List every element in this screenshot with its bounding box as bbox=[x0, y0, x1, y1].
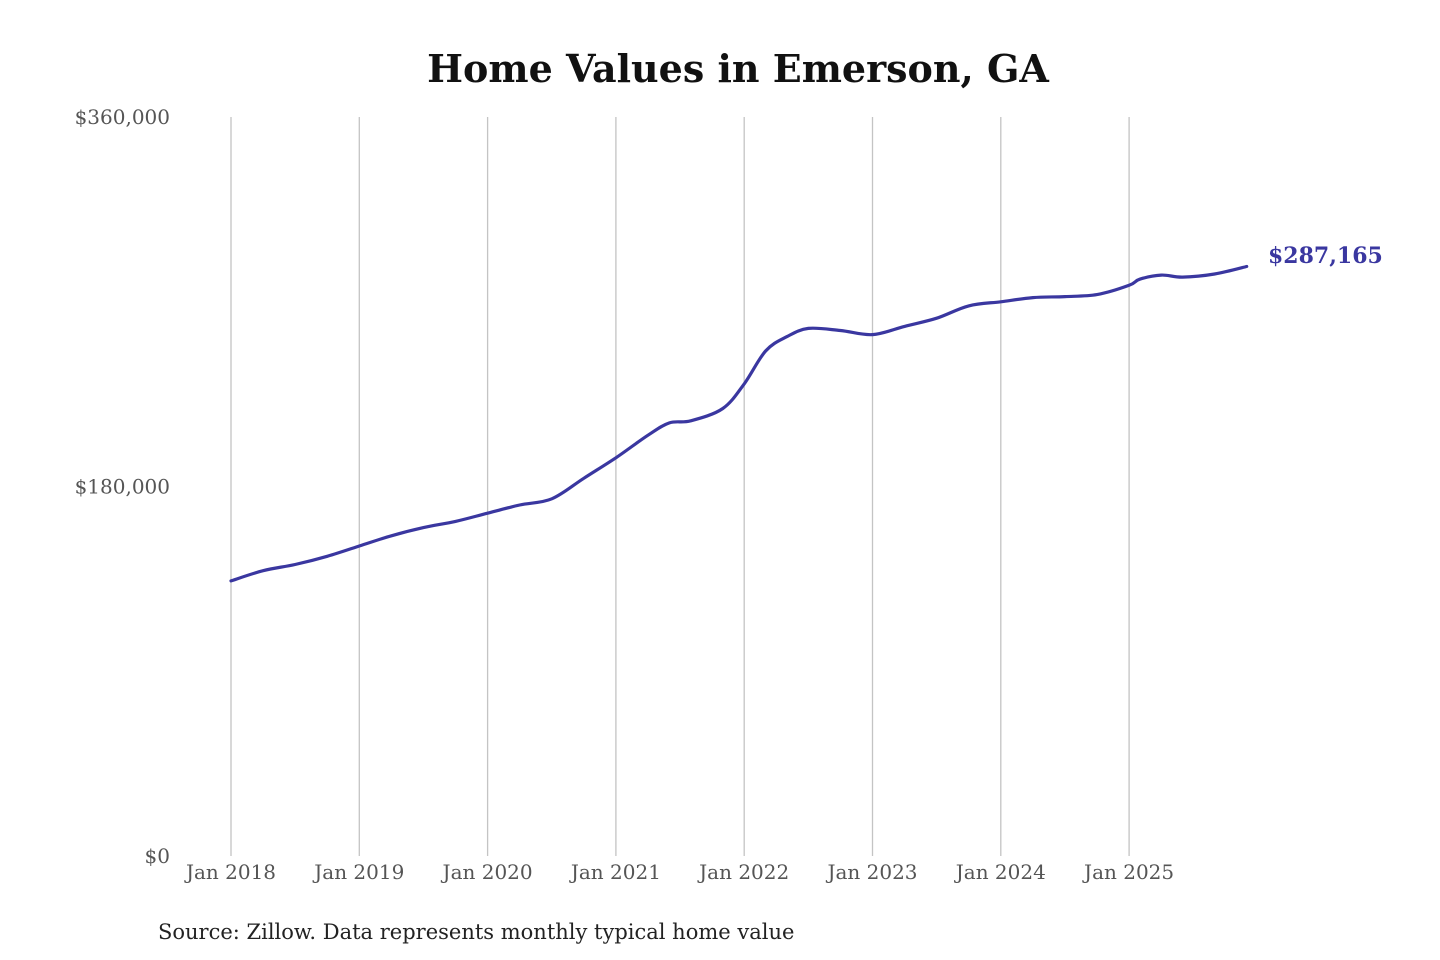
y-tick-label: $180,000 bbox=[75, 475, 170, 499]
x-tick-label: Jan 2021 bbox=[569, 860, 661, 884]
x-tick-label: Jan 2025 bbox=[1082, 860, 1174, 884]
latest-value-label: $287,165 bbox=[1268, 243, 1383, 269]
x-tick-label: Jan 2018 bbox=[184, 860, 276, 884]
y-tick-label: $360,000 bbox=[75, 105, 170, 129]
y-tick-label: $0 bbox=[145, 844, 170, 868]
home-value-series-line bbox=[229, 264, 1249, 583]
y-axis-tick-labels: $0 $180,000 $360,000 bbox=[75, 105, 170, 868]
x-tick-label: Jan 2024 bbox=[954, 860, 1046, 884]
x-tick-label: Jan 2022 bbox=[697, 860, 789, 884]
x-tick-label: Jan 2019 bbox=[312, 860, 404, 884]
x-tick-label: Jan 2020 bbox=[441, 860, 533, 884]
source-note: Source: Zillow. Data represents monthly … bbox=[158, 920, 794, 944]
x-tick-label: Jan 2023 bbox=[825, 860, 917, 884]
vertical-gridlines bbox=[230, 117, 1130, 856]
chart-title: Home Values in Emerson, GA bbox=[427, 46, 1049, 91]
x-axis-tick-labels: Jan 2018 Jan 2019 Jan 2020 Jan 2021 Jan 2022… bbox=[184, 860, 1174, 884]
